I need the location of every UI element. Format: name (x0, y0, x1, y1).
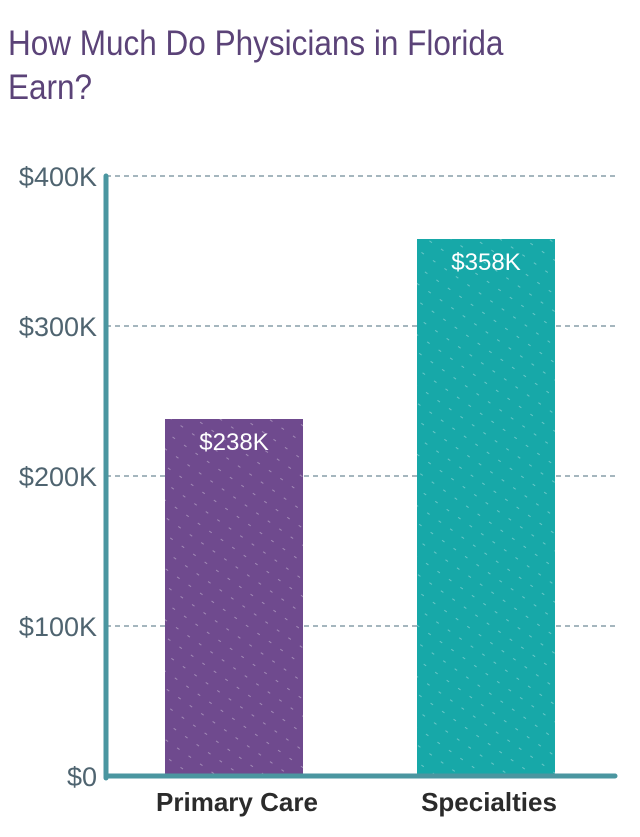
chart-title: How Much Do Physicians in Florida Earn? (8, 24, 504, 107)
y-tick-label: $400K (19, 162, 97, 192)
x-tick-label: Primary Care (156, 787, 318, 817)
data-label: $238K (199, 429, 268, 456)
data-label: $358K (451, 249, 520, 276)
bar-texture (417, 239, 555, 776)
bar-texture (165, 419, 303, 776)
y-tick-label: $300K (19, 312, 97, 342)
y-tick-label: $0 (67, 762, 97, 792)
y-tick-label: $200K (19, 462, 97, 492)
y-tick-label: $100K (19, 612, 97, 642)
x-tick-label: Specialties (421, 787, 557, 817)
